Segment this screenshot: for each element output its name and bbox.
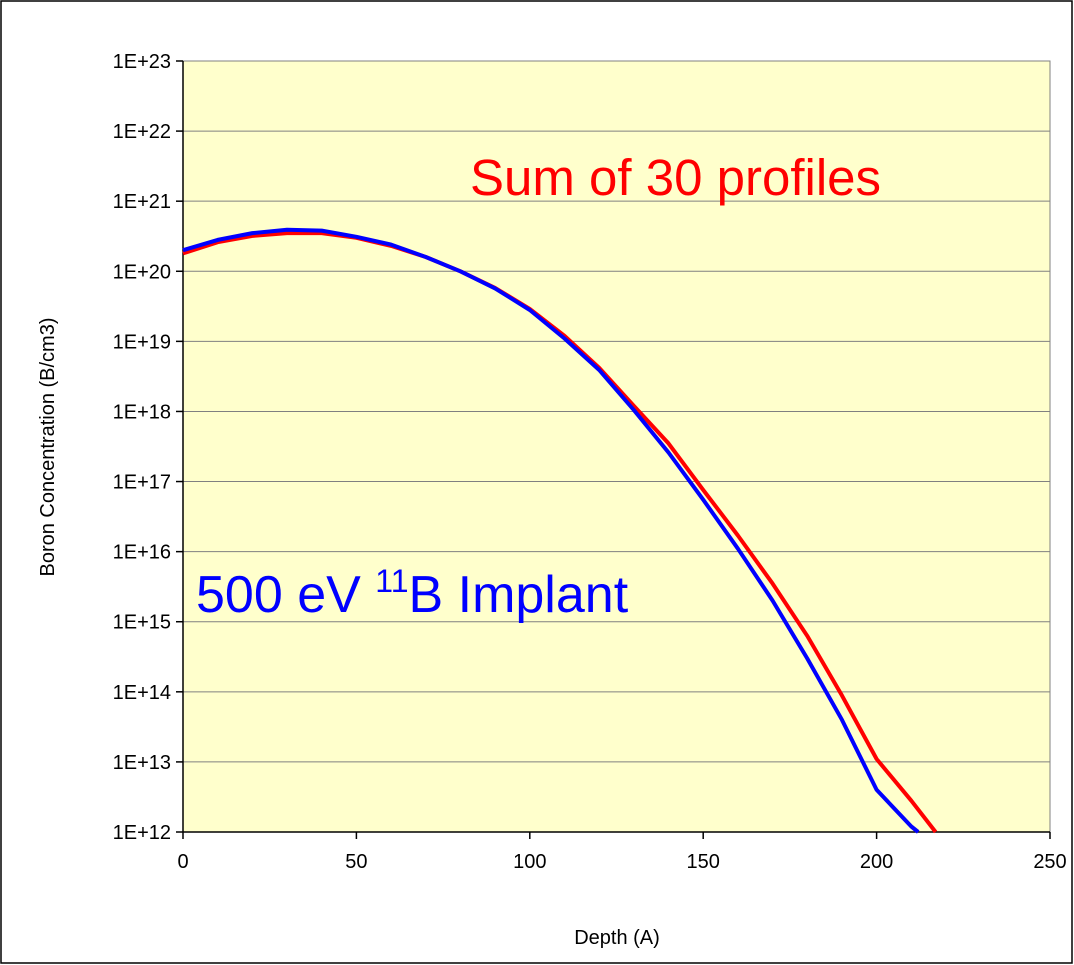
x-tick-label: 200 — [860, 851, 893, 873]
x-tick-label: 250 — [1033, 851, 1066, 873]
y-tick-label: 1E+17 — [113, 472, 171, 494]
y-tick-label: 1E+16 — [113, 542, 171, 564]
y-tick-label: 1E+21 — [113, 191, 171, 213]
annotation: 500 eV 11B Implant — [196, 563, 629, 624]
y-tick-label: 1E+22 — [113, 121, 171, 143]
annotation-text: 500 eV — [196, 566, 375, 624]
annotation: Sum of 30 profiles — [470, 149, 881, 206]
y-tick-label: 1E+14 — [113, 682, 171, 704]
y-tick-label: 1E+12 — [113, 822, 171, 844]
series-line — [182, 231, 938, 834]
x-tick-label: 0 — [177, 851, 188, 873]
y-tick-label: 1E+18 — [113, 401, 171, 423]
y-tick-label: 1E+15 — [113, 612, 171, 634]
y-tick-label: 1E+20 — [113, 261, 171, 283]
annotation-text: B Implant — [408, 566, 628, 624]
x-tick-label: 150 — [687, 851, 720, 873]
y-axis-label: Boron Concentration (B/cm3) — [37, 317, 59, 576]
annotation-superscript: 11 — [375, 563, 408, 599]
x-tick-label: 100 — [513, 851, 546, 873]
plot-area — [182, 60, 1051, 833]
y-tick-label: 1E+19 — [113, 331, 171, 353]
series-line — [182, 227, 920, 834]
x-tick-label: 50 — [345, 851, 367, 873]
y-tick-label: 1E+23 — [113, 51, 171, 73]
x-axis-label: Depth (A) — [574, 927, 660, 949]
y-tick-label: 1E+13 — [113, 752, 171, 774]
